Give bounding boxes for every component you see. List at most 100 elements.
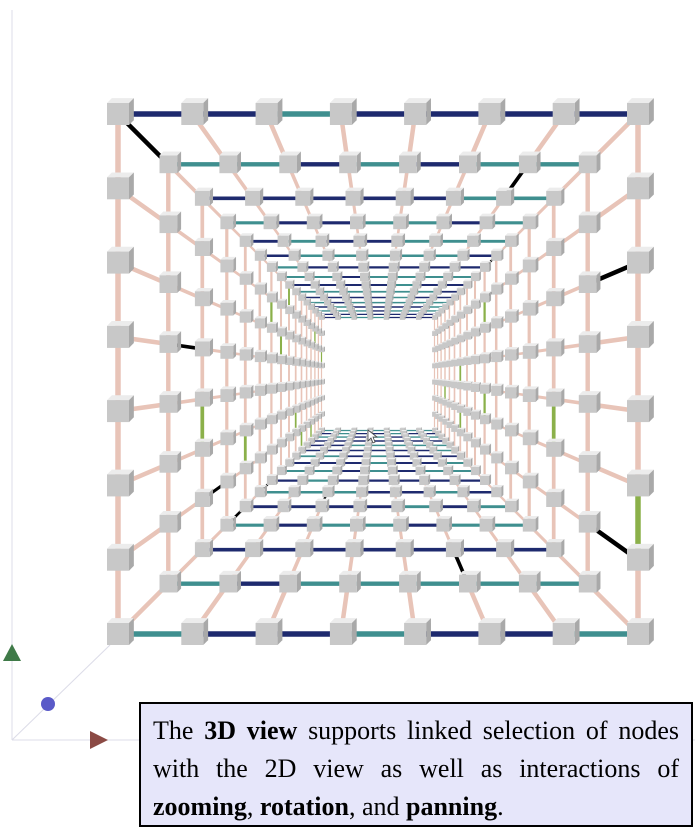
node-top-face [505, 346, 519, 350]
node-front-face [239, 235, 251, 247]
node-front-face [522, 475, 536, 489]
lattice-node [358, 260, 370, 272]
node-top-face [425, 441, 434, 443]
node-side-face [250, 498, 254, 513]
node-side-face [451, 465, 454, 476]
node-front-face [456, 382, 464, 390]
node-front-face [438, 344, 444, 350]
node-front-face [285, 332, 293, 340]
node-side-face [209, 187, 214, 206]
node-side-face [337, 430, 340, 437]
lattice-node [522, 256, 539, 273]
lattice-node [522, 343, 539, 359]
node-top-face [522, 472, 539, 476]
node-side-face [460, 538, 464, 558]
node-side-face [292, 330, 295, 340]
lattice-node [407, 445, 416, 454]
node-side-face [203, 98, 209, 125]
node-front-face [480, 354, 489, 364]
node-side-face [440, 233, 443, 247]
node-top-face [320, 445, 329, 448]
node-side-face [501, 316, 504, 329]
node-side-face [516, 346, 519, 361]
node-side-face [360, 187, 364, 206]
node-top-face [480, 413, 492, 416]
lattice-node [346, 436, 354, 444]
lattice-node [263, 213, 280, 230]
node-front-face [345, 542, 361, 558]
node-front-face [491, 352, 502, 363]
node-top-face [107, 618, 134, 623]
node-side-face [370, 292, 372, 301]
node-top-face [437, 457, 448, 460]
lattice-node [194, 438, 214, 457]
node-side-face [362, 515, 366, 532]
node-top-face [463, 432, 473, 434]
node-front-face [254, 385, 265, 396]
lattice-node [285, 457, 295, 467]
node-front-face [627, 177, 649, 200]
node-front-face [320, 447, 327, 454]
node-side-face [299, 357, 301, 366]
node-side-face [399, 248, 403, 261]
node-top-face [306, 213, 323, 217]
node-front-face [391, 235, 403, 247]
node-front-face [279, 155, 297, 174]
node-top-face [356, 484, 369, 488]
lattice-node [255, 98, 283, 125]
node-front-face [419, 476, 429, 485]
node-side-face [596, 391, 601, 413]
lattice-node [220, 429, 237, 446]
node-front-face [415, 466, 424, 476]
node-top-face [285, 330, 295, 333]
node-side-face [313, 379, 316, 387]
node-front-face [429, 294, 436, 301]
node-top-face [451, 380, 460, 382]
node-front-face [546, 441, 562, 457]
node-top-face [393, 213, 409, 217]
node-top-face [285, 432, 295, 434]
node-front-face [266, 415, 276, 425]
node-front-face [399, 574, 417, 593]
node-side-face [561, 338, 565, 357]
node-side-face [367, 260, 370, 272]
node-front-face [491, 284, 502, 295]
node-front-face [432, 428, 437, 433]
lattice-node [353, 498, 368, 513]
node-top-face [254, 417, 268, 420]
node-top-face [181, 98, 209, 103]
lattice-node [546, 488, 565, 507]
lattice-node [491, 248, 504, 261]
node-front-face [578, 275, 597, 293]
node-front-face [288, 487, 299, 498]
node-side-face [304, 292, 307, 301]
node-side-face [535, 515, 539, 532]
node-top-face [349, 430, 357, 432]
lattice-node [456, 286, 466, 296]
node-top-face [419, 474, 431, 477]
lattice-node [429, 498, 443, 513]
node-front-face [308, 323, 314, 329]
node-front-face [107, 548, 129, 571]
node-front-face [327, 262, 337, 272]
node-side-face [285, 437, 287, 448]
node-side-face [467, 484, 470, 498]
node-front-face [456, 429, 464, 437]
node-side-face [516, 384, 519, 399]
lattice-node [315, 233, 330, 247]
node-top-face [491, 349, 504, 353]
lattice-node [546, 187, 565, 206]
node-side-face [233, 429, 237, 446]
lattice-node [480, 352, 492, 364]
node-side-face [366, 484, 369, 498]
node-front-face [387, 272, 396, 282]
node-side-face [370, 298, 373, 306]
lattice-node [308, 436, 316, 444]
node-top-face [578, 510, 601, 515]
lattice-node [220, 256, 237, 273]
node-front-face [435, 328, 441, 334]
node-front-face [194, 241, 210, 256]
node-top-face [546, 438, 565, 442]
node-front-face [361, 281, 369, 289]
